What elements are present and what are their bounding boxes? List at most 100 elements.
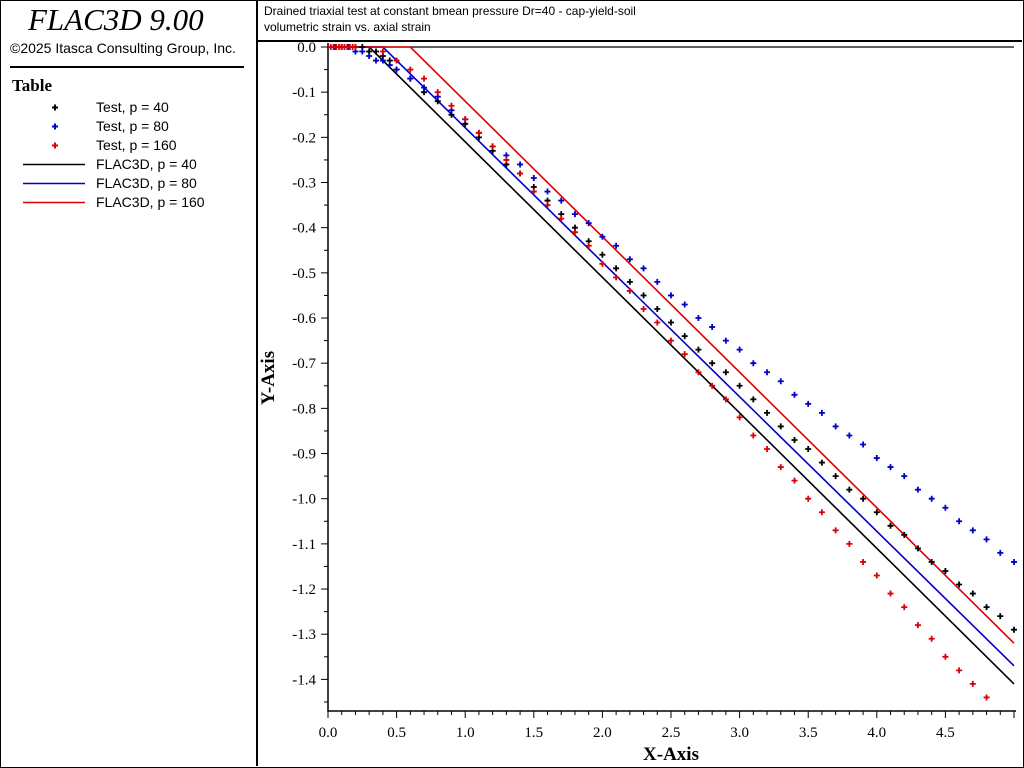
series-line — [328, 46, 1015, 685]
data-point — [791, 436, 798, 443]
data-point — [914, 486, 921, 493]
data-point — [887, 522, 894, 529]
data-point — [901, 473, 908, 480]
x-tick-label: 4.0 — [867, 725, 886, 741]
data-point — [695, 369, 702, 376]
data-point — [407, 66, 414, 73]
data-point — [873, 509, 880, 516]
plus-marker-icon — [52, 104, 58, 111]
data-point — [818, 409, 825, 416]
y-tick-label: -1.4 — [292, 672, 316, 688]
x-tick-label: 1.5 — [524, 725, 543, 741]
data-point — [750, 360, 757, 367]
data-point — [846, 432, 853, 439]
data-point — [914, 622, 921, 629]
data-point — [873, 455, 880, 462]
app-title: FLAC3D 9.00 — [28, 2, 204, 37]
x-tick-label: 4.5 — [936, 725, 955, 741]
data-point — [599, 251, 606, 258]
data-point — [1011, 558, 1017, 565]
plus-marker-icon — [52, 123, 58, 130]
data-point — [860, 558, 867, 565]
data-point — [640, 292, 647, 299]
data-point — [777, 378, 784, 385]
title-divider — [10, 66, 244, 68]
data-point — [503, 156, 510, 163]
data-point — [626, 256, 633, 263]
data-point — [695, 346, 702, 353]
legend-item-test-p160: Test, p = 160 — [0, 136, 250, 155]
data-point — [373, 57, 380, 64]
legend-item-test-p80: Test, p = 80 — [0, 117, 250, 136]
y-tick-label: -0.9 — [292, 447, 316, 463]
data-point — [791, 391, 798, 398]
data-point — [928, 495, 935, 502]
legend-label: FLAC3D, p = 40 — [96, 156, 197, 172]
data-point — [901, 531, 908, 538]
data-point — [722, 337, 729, 344]
y-axis-title: Y-Axis — [258, 351, 279, 405]
data-point — [873, 572, 880, 579]
legend-label: FLAC3D, p = 80 — [96, 175, 197, 191]
data-point — [386, 62, 393, 69]
data-point — [695, 315, 702, 322]
data-point — [750, 432, 757, 439]
data-point — [709, 324, 716, 331]
data-point — [407, 75, 414, 82]
data-point — [736, 382, 743, 389]
plot-header: Drained triaxial test at constant bmean … — [258, 0, 1022, 42]
legend-label: Test, p = 80 — [96, 118, 169, 134]
copyright-text: ©2025 Itasca Consulting Group, Inc. — [10, 40, 236, 56]
x-tick-label: 0.0 — [319, 725, 338, 741]
data-point — [640, 265, 647, 272]
data-point — [373, 48, 380, 55]
data-point — [722, 396, 729, 403]
data-point — [613, 274, 620, 281]
x-tick-label: 3.0 — [730, 725, 749, 741]
data-point — [626, 287, 633, 294]
data-point — [997, 613, 1004, 620]
data-point — [585, 220, 592, 227]
x-tick-label: 2.5 — [662, 725, 681, 741]
y-tick-label: -0.6 — [292, 311, 316, 327]
data-point — [462, 116, 469, 123]
data-point — [818, 459, 825, 466]
legend-title: Table — [12, 76, 53, 95]
data-point — [544, 202, 551, 209]
data-point — [928, 635, 935, 642]
data-point — [585, 242, 592, 249]
data-point — [956, 518, 963, 525]
data-point — [558, 215, 565, 222]
data-point — [983, 694, 990, 701]
data-point — [942, 504, 949, 511]
data-point — [764, 369, 771, 376]
data-point — [942, 567, 949, 574]
data-point — [983, 604, 990, 611]
data-point — [860, 441, 867, 448]
data-point — [434, 89, 441, 96]
x-axis-title: X-Axis — [643, 744, 699, 765]
series-layer — [328, 46, 1015, 685]
data-point — [956, 667, 963, 674]
marker-layer — [327, 44, 1017, 701]
data-point — [366, 53, 373, 60]
data-point — [709, 360, 716, 367]
data-point — [571, 229, 578, 236]
data-point — [379, 48, 386, 55]
legend-label: Test, p = 40 — [96, 99, 169, 115]
data-point — [613, 265, 620, 272]
data-point — [887, 590, 894, 597]
data-point — [832, 527, 839, 534]
data-point — [791, 477, 798, 484]
data-point — [736, 414, 743, 421]
data-point — [777, 464, 784, 471]
data-point — [668, 292, 674, 299]
data-point — [722, 369, 729, 376]
data-point — [530, 188, 537, 195]
data-point — [421, 75, 428, 82]
data-point — [887, 464, 894, 471]
y-tick-label: -1.1 — [292, 537, 316, 553]
data-point — [1011, 626, 1017, 633]
data-point — [558, 197, 565, 204]
data-point — [517, 170, 524, 177]
